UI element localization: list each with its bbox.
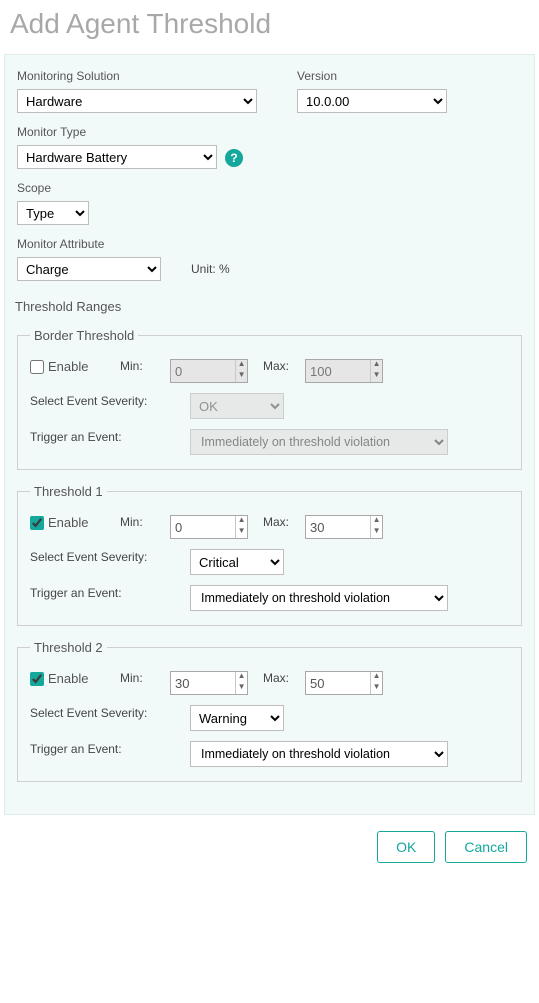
spin-down-icon[interactable]: ▼ xyxy=(236,527,247,538)
t1-enable-checkbox[interactable] xyxy=(30,516,44,530)
border-min-spinner[interactable]: ▲▼ xyxy=(170,359,248,383)
border-min-input[interactable] xyxy=(171,360,235,382)
t2-trigger-select[interactable]: Immediately on threshold violation xyxy=(190,741,448,767)
max-label: Max: xyxy=(255,671,305,685)
monitor-type-select[interactable]: Hardware Battery xyxy=(17,145,217,169)
monitoring-solution-label: Monitoring Solution xyxy=(17,69,257,83)
threshold1-group: Threshold 1 Enable Min: ▲▼ Max: ▲▼ xyxy=(17,484,522,626)
monitoring-solution-select[interactable]: Hardware xyxy=(17,89,257,113)
scope-label: Scope xyxy=(17,181,89,195)
min-label: Min: xyxy=(120,515,170,529)
t2-min-spinner[interactable]: ▲▼ xyxy=(170,671,248,695)
t2-enable-label[interactable]: Enable xyxy=(30,671,120,686)
version-select[interactable]: 10.0.00 xyxy=(297,89,447,113)
border-threshold-legend: Border Threshold xyxy=(30,328,138,343)
footer: OK Cancel xyxy=(0,815,539,873)
version-label: Version xyxy=(297,69,447,83)
t2-min-input[interactable] xyxy=(171,672,235,694)
t1-max-spinner[interactable]: ▲▼ xyxy=(305,515,383,539)
form-panel: Monitoring Solution Hardware Version 10.… xyxy=(4,54,535,815)
spin-down-icon[interactable]: ▼ xyxy=(371,527,382,538)
monitor-type-label: Monitor Type xyxy=(17,125,243,139)
scope-select[interactable]: Type xyxy=(17,201,89,225)
t1-trigger-select[interactable]: Immediately on threshold violation xyxy=(190,585,448,611)
t2-max-spinner[interactable]: ▲▼ xyxy=(305,671,383,695)
monitor-attribute-select[interactable]: Charge xyxy=(17,257,161,281)
spin-down-icon[interactable]: ▼ xyxy=(371,371,382,382)
t1-min-spinner[interactable]: ▲▼ xyxy=(170,515,248,539)
enable-text: Enable xyxy=(48,359,88,374)
severity-label: Select Event Severity: xyxy=(30,393,160,409)
t1-severity-select[interactable]: Critical xyxy=(190,549,284,575)
spin-down-icon[interactable]: ▼ xyxy=(236,683,247,694)
border-threshold-group: Border Threshold Enable Min: ▲▼ Max: ▲▼ xyxy=(17,328,522,470)
trigger-label: Trigger an Event: xyxy=(30,741,160,757)
min-label: Min: xyxy=(120,671,170,685)
threshold-ranges-title: Threshold Ranges xyxy=(5,285,534,320)
t2-enable-checkbox[interactable] xyxy=(30,672,44,686)
threshold1-legend: Threshold 1 xyxy=(30,484,107,499)
t2-max-input[interactable] xyxy=(306,672,370,694)
threshold2-legend: Threshold 2 xyxy=(30,640,107,655)
min-label: Min: xyxy=(120,359,170,373)
border-severity-select[interactable]: OK xyxy=(190,393,284,419)
ok-button[interactable]: OK xyxy=(377,831,435,863)
spin-down-icon[interactable]: ▼ xyxy=(236,371,247,382)
enable-text: Enable xyxy=(48,671,88,686)
max-label: Max: xyxy=(255,359,305,373)
page-title: Add Agent Threshold xyxy=(0,0,539,54)
spin-down-icon[interactable]: ▼ xyxy=(371,683,382,694)
max-label: Max: xyxy=(255,515,305,529)
trigger-label: Trigger an Event: xyxy=(30,585,160,601)
border-max-spinner[interactable]: ▲▼ xyxy=(305,359,383,383)
trigger-label: Trigger an Event: xyxy=(30,429,160,445)
severity-label: Select Event Severity: xyxy=(30,705,160,721)
t1-enable-label[interactable]: Enable xyxy=(30,515,120,530)
border-trigger-select[interactable]: Immediately on threshold violation xyxy=(190,429,448,455)
threshold2-group: Threshold 2 Enable Min: ▲▼ Max: ▲▼ xyxy=(17,640,522,782)
border-max-input[interactable] xyxy=(306,360,370,382)
severity-label: Select Event Severity: xyxy=(30,549,160,565)
unit-label: Unit: % xyxy=(191,262,230,276)
t2-severity-select[interactable]: Warning xyxy=(190,705,284,731)
help-icon[interactable]: ? xyxy=(225,149,243,167)
enable-text: Enable xyxy=(48,515,88,530)
border-enable-label[interactable]: Enable xyxy=(30,359,120,374)
t1-min-input[interactable] xyxy=(171,516,235,538)
t1-max-input[interactable] xyxy=(306,516,370,538)
cancel-button[interactable]: Cancel xyxy=(445,831,527,863)
monitor-attribute-label: Monitor Attribute xyxy=(17,237,230,251)
border-enable-checkbox[interactable] xyxy=(30,360,44,374)
